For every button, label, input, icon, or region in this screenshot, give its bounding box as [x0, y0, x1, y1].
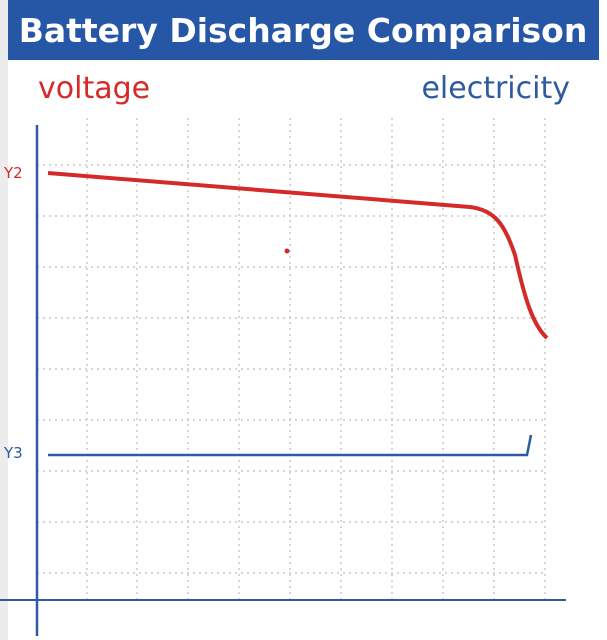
electricity-curve	[48, 434, 533, 457]
title-bar	[8, 0, 599, 60]
y2-label: Y2	[3, 164, 23, 182]
dot	[284, 248, 290, 254]
left-strip	[0, 0, 8, 640]
grid	[37, 118, 547, 600]
voltage-label: voltage	[38, 71, 150, 106]
title: Battery Discharge Comparison	[19, 11, 588, 50]
y3-label: Y3	[3, 444, 23, 462]
electricity-label: electricity	[421, 71, 570, 106]
voltage-curve	[47, 171, 549, 340]
